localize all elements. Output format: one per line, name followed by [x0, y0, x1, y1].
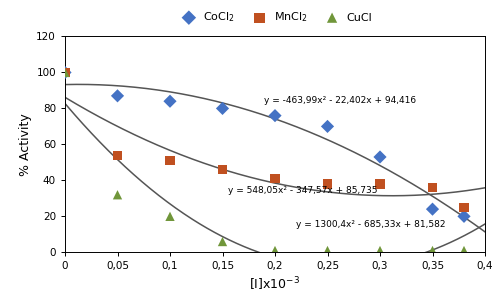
- Legend: CoCl$_2$, MnCl$_2$, CuCl: CoCl$_2$, MnCl$_2$, CuCl: [176, 9, 374, 27]
- MnCl$_2$: [61, 70, 69, 75]
- CuCl: [218, 239, 226, 244]
- MnCl$_2$: [376, 181, 384, 186]
- MnCl$_2$: [114, 153, 122, 158]
- CoCl$_2$: [460, 214, 468, 219]
- CuCl: [376, 248, 384, 253]
- MnCl$_2$: [460, 205, 468, 210]
- CuCl: [61, 70, 69, 75]
- CoCl$_2$: [61, 70, 69, 75]
- MnCl$_2$: [324, 181, 332, 186]
- CuCl: [460, 248, 468, 253]
- Text: y = 1300,4x² - 685,33x + 81,582: y = 1300,4x² - 685,33x + 81,582: [296, 220, 446, 229]
- MnCl$_2$: [166, 158, 174, 163]
- Y-axis label: % Activity: % Activity: [19, 113, 32, 176]
- CoCl$_2$: [114, 93, 122, 98]
- CoCl$_2$: [271, 113, 279, 118]
- CuCl: [114, 192, 122, 197]
- CoCl$_2$: [166, 99, 174, 104]
- MnCl$_2$: [271, 176, 279, 181]
- CuCl: [271, 248, 279, 253]
- CuCl: [166, 214, 174, 219]
- MnCl$_2$: [428, 185, 436, 190]
- X-axis label: [I]x10$^{-3}$: [I]x10$^{-3}$: [250, 275, 300, 293]
- Text: y = -463,99x² - 22,402x + 94,416: y = -463,99x² - 22,402x + 94,416: [264, 96, 416, 105]
- CuCl: [324, 248, 332, 253]
- Text: y = 548,05x² - 347,57x + 85,735: y = 548,05x² - 347,57x + 85,735: [228, 186, 378, 195]
- CoCl$_2$: [376, 154, 384, 159]
- CoCl$_2$: [218, 106, 226, 111]
- CoCl$_2$: [428, 207, 436, 212]
- CuCl: [428, 248, 436, 253]
- MnCl$_2$: [218, 167, 226, 172]
- CoCl$_2$: [324, 124, 332, 129]
